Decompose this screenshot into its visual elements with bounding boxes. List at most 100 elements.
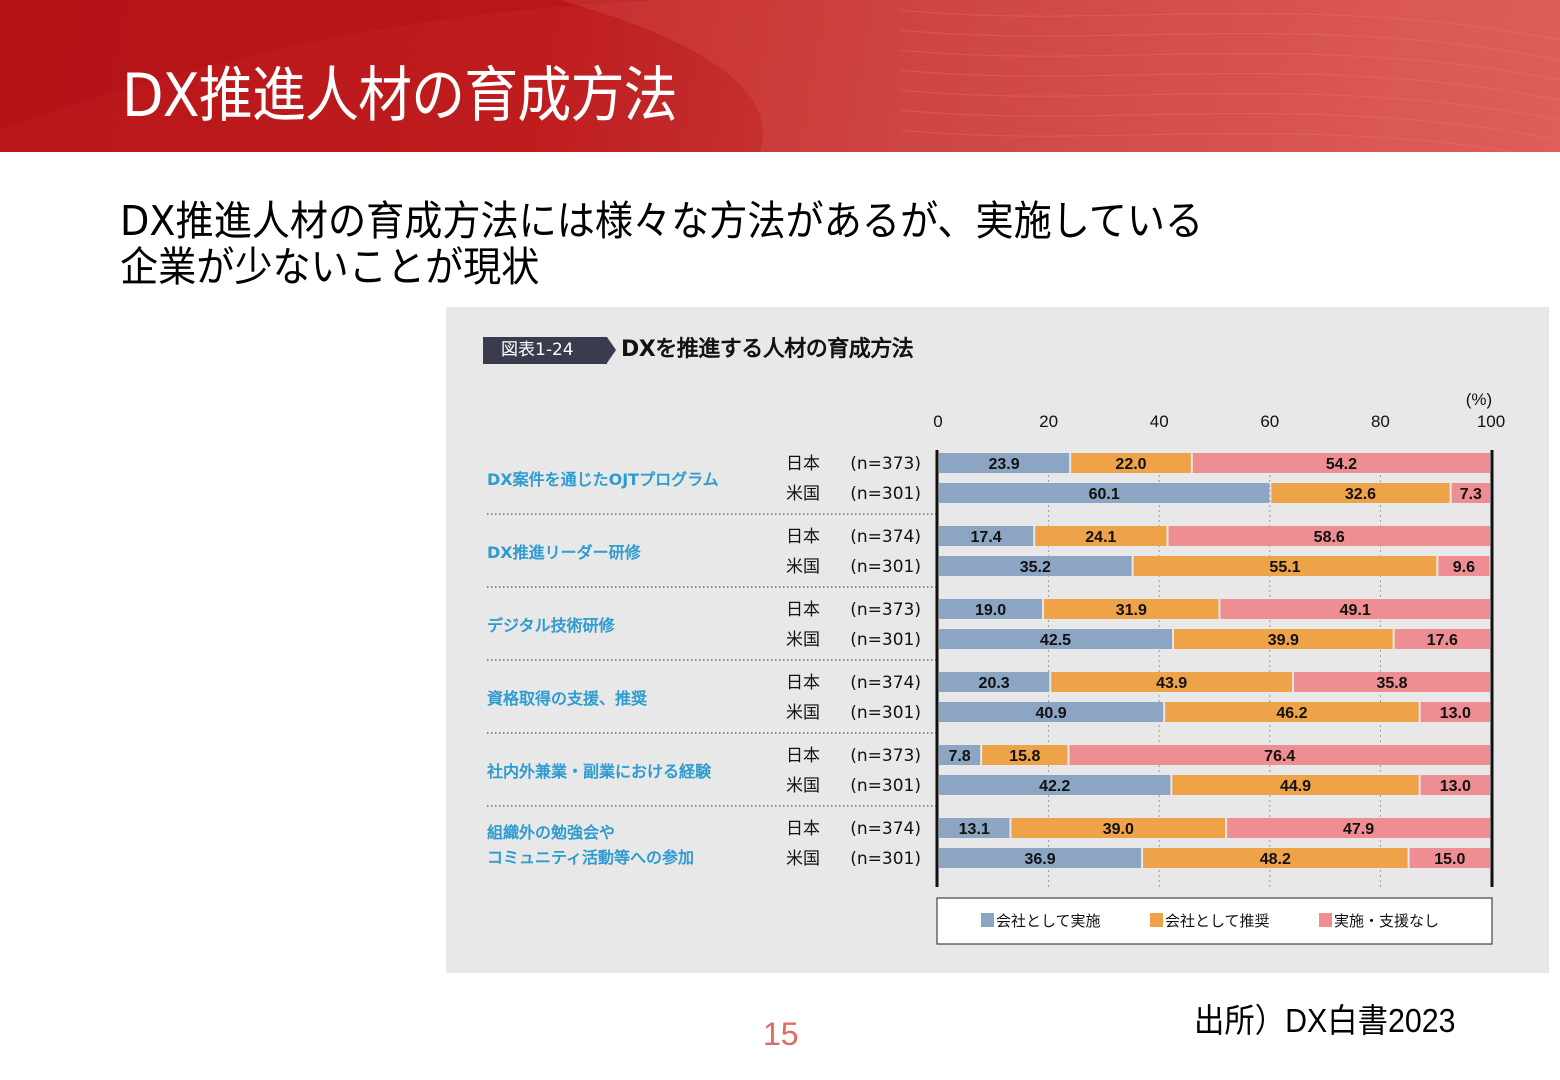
category-label: 組織外の勉強会や (487, 823, 615, 842)
bar-segment (1394, 629, 1490, 649)
sample-size-label: (n=373) (850, 600, 921, 620)
bar-value-label: 7.8 (948, 748, 970, 765)
bar-value-label: 22.0 (1115, 456, 1146, 473)
bar-value-label: 9.6 (1453, 559, 1475, 576)
unit-label: (%) (1466, 390, 1492, 409)
bar-segment (1294, 672, 1490, 692)
country-label: 日本 (786, 454, 820, 474)
bar-segment (1420, 702, 1490, 722)
bar-value-label: 43.9 (1156, 675, 1187, 692)
bar-segment (1174, 629, 1393, 649)
legend-swatch (981, 913, 994, 927)
bar-value-label: 7.3 (1460, 486, 1482, 503)
bar-segment (1409, 848, 1490, 868)
bar-value-label: 55.1 (1269, 559, 1300, 576)
bar-segment (1172, 775, 1419, 795)
bar-value-label: 49.1 (1340, 602, 1371, 619)
bar-segment (1133, 556, 1437, 576)
bar-segment (1051, 672, 1293, 692)
bar-value-label: 19.0 (975, 602, 1006, 619)
bar-segment (1143, 848, 1408, 868)
bar-value-label: 36.9 (1024, 851, 1055, 868)
bar-value-label: 13.0 (1440, 778, 1471, 795)
bar-value-label: 35.8 (1376, 675, 1407, 692)
bar-value-label: 17.6 (1427, 632, 1458, 649)
legend-box (936, 897, 1493, 945)
legend-swatch (1150, 913, 1163, 927)
category-label: 資格取得の支援、推奨 (487, 689, 648, 708)
country-label: 米国 (786, 849, 820, 869)
bar-segment (939, 745, 981, 765)
figure-badge-arrow-icon (607, 337, 616, 363)
bar-segment (982, 745, 1068, 765)
sample-size-label: (n=301) (850, 849, 921, 869)
bar-segment (1451, 483, 1490, 503)
bar-segment (939, 483, 1270, 503)
bar-segment (939, 453, 1070, 473)
bar-value-label: 54.2 (1326, 456, 1357, 473)
category-label: デジタル技術研修 (487, 616, 616, 635)
bar-segment (939, 818, 1010, 838)
bar-value-label: 40.9 (1036, 705, 1067, 722)
bar-segment (1220, 599, 1490, 619)
bar-segment (939, 599, 1043, 619)
bar-segment (1044, 599, 1219, 619)
lead-line-2: 企業が少ないことが現状 (120, 243, 540, 291)
page-number: 15 (763, 1016, 799, 1052)
bar-segment (939, 629, 1173, 649)
bar-segment (1069, 745, 1490, 765)
bar-segment (1227, 818, 1490, 838)
bar-value-label: 60.1 (1089, 486, 1120, 503)
category-label: DX推進リーダー研修 (487, 543, 642, 562)
country-label: 米国 (786, 484, 820, 504)
x-tick-label: 80 (1371, 412, 1390, 431)
bar-value-label: 13.0 (1440, 705, 1471, 722)
bar-value-label: 20.3 (979, 675, 1010, 692)
bar-segment (1168, 526, 1490, 546)
sample-size-label: (n=301) (850, 776, 921, 796)
figure-badge: 図表1-24 (483, 337, 607, 364)
bar-value-label: 13.1 (959, 821, 990, 838)
bar-value-label: 32.6 (1345, 486, 1376, 503)
sample-size-label: (n=374) (850, 819, 921, 839)
bar-segment (1192, 453, 1490, 473)
legend-swatch (1319, 913, 1332, 927)
sample-size-label: (n=301) (850, 703, 921, 723)
sample-size-label: (n=301) (850, 484, 921, 504)
bar-segment (1438, 556, 1490, 576)
country-label: 日本 (786, 819, 820, 839)
country-label: 日本 (786, 600, 820, 620)
bar-value-label: 42.5 (1040, 632, 1071, 649)
lead-line-1: DX推進人材の育成方法には様々な方法があるが、実施している (120, 197, 1204, 245)
category-label: コミュニティ活動等への参加 (487, 848, 694, 867)
header-banner: DX推進人材の育成方法 (0, 0, 1560, 152)
country-label: 日本 (786, 673, 820, 693)
slide-title: DX推進人材の育成方法 (122, 61, 678, 131)
country-label: 米国 (786, 630, 820, 650)
bar-value-label: 31.9 (1116, 602, 1147, 619)
bar-segment (939, 556, 1132, 576)
sample-size-label: (n=373) (850, 746, 921, 766)
sample-size-label: (n=374) (850, 673, 921, 693)
chart-figure: 図表1-24 DXを推進する人材の育成方法 0 20 40 60 80 100 (%) DX案… (446, 307, 1549, 973)
x-tick-label: 60 (1260, 412, 1279, 431)
country-label: 日本 (786, 746, 820, 766)
bar-segment (1165, 702, 1419, 722)
bar-value-label: 47.9 (1343, 821, 1374, 838)
bar-segment (1271, 483, 1450, 503)
bar-segment (1011, 818, 1226, 838)
country-label: 米国 (786, 703, 820, 723)
banner-wave-decoration (0, 0, 1560, 152)
bar-value-label: 15.8 (1009, 748, 1040, 765)
category-label: 社内外兼業・副業における経験 (486, 762, 712, 781)
x-tick-label: 40 (1150, 412, 1169, 431)
bar-value-label: 23.9 (989, 456, 1020, 473)
bar-value-label: 39.0 (1103, 821, 1134, 838)
bar-segment (939, 672, 1050, 692)
legend-label: 会社として実施 (996, 912, 1101, 930)
x-tick-label: 20 (1039, 412, 1058, 431)
x-tick-label: 0 (933, 412, 942, 431)
bar-value-label: 15.0 (1434, 851, 1465, 868)
source-citation: 出所）DX白書2023 (1194, 1002, 1456, 1039)
x-tick-label: 100 (1477, 412, 1505, 431)
